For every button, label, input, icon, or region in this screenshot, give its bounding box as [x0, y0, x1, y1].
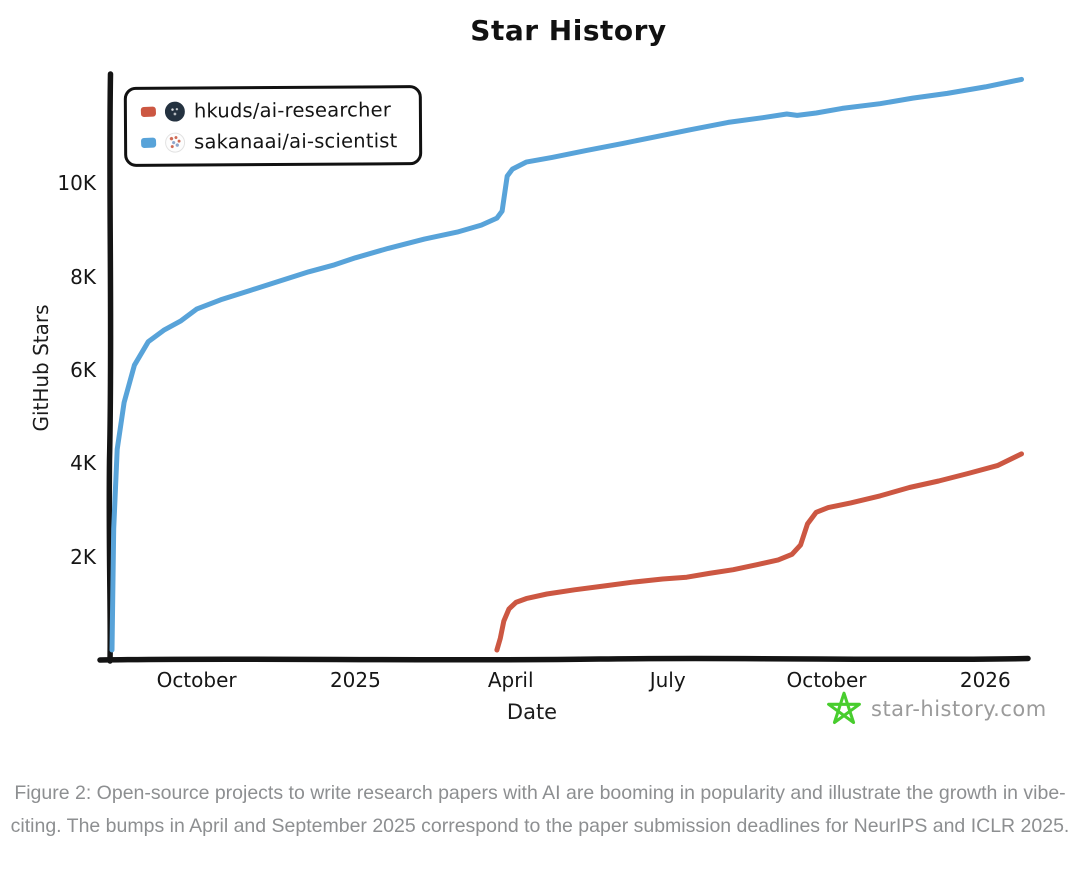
x-tick-label: October	[786, 668, 867, 692]
legend: hkuds/ai-researcher sakanaai/ai-scientis…	[123, 85, 423, 167]
legend-label: hkuds/ai-researcher	[193, 98, 392, 123]
legend-item-sakanaai-ai-scientist: sakanaai/ai-scientist	[140, 129, 398, 154]
series-line-hkuds-ai-researcher	[494, 451, 1024, 653]
x-tick-label: April	[487, 668, 534, 692]
y-axis	[106, 71, 114, 664]
x-tick-label: July	[649, 668, 686, 692]
hkuds-series-swatch	[140, 105, 157, 117]
series-line-sakanaai-ai-scientist	[109, 76, 1024, 653]
sakanaai-series-swatch	[140, 136, 157, 148]
x-tick-labels: October 2025 April July October 2026	[156, 668, 1011, 692]
hkuds-avatar-icon	[164, 101, 185, 122]
y-tick-label: 2K	[70, 544, 96, 569]
x-axis-title: Date	[506, 700, 558, 724]
y-tick-label: 6K	[70, 357, 96, 382]
chart-canvas	[97, 71, 1031, 664]
figure-caption: Figure 2: Open-source projects to write …	[10, 782, 1070, 837]
chart-title: Star History	[470, 14, 667, 47]
watermark-text: star-history.com	[871, 697, 1047, 721]
y-tick-label: 4K	[70, 451, 96, 476]
legend-label: sakanaai/ai-scientist	[194, 129, 398, 154]
y-tick-label: 8K	[70, 264, 96, 289]
y-tick-label: 10K	[57, 171, 96, 196]
legend-item-hkuds-ai-researcher: hkuds/ai-researcher	[140, 98, 398, 123]
watermark: star-history.com	[826, 690, 1047, 728]
x-tick-label: October	[156, 668, 237, 692]
x-axis	[97, 655, 1031, 663]
star-history-star-icon	[827, 691, 861, 725]
x-tick-label: 2025	[329, 668, 381, 692]
x-tick-label: 2026	[959, 668, 1011, 692]
sakanaai-avatar-icon	[165, 132, 186, 153]
y-tick-labels: 2K 4K 6K 8K 10K	[0, 0, 96, 745]
